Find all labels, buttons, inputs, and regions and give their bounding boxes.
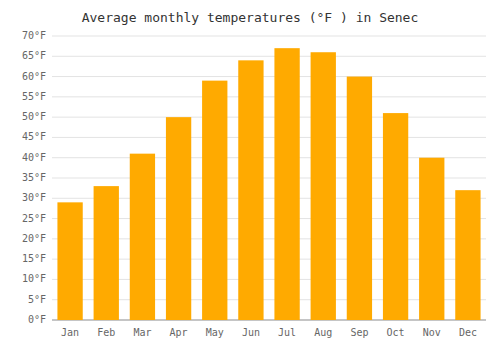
y-tick-label: 60°F <box>22 71 46 82</box>
x-tick-label: Feb <box>97 327 115 338</box>
grid <box>52 36 486 320</box>
title: Average monthly temperatures (°F ) in Se… <box>82 10 419 25</box>
bar <box>238 60 263 320</box>
page: {"chart_data": {"type": "bar", "title": … <box>0 0 500 350</box>
bars <box>57 48 480 320</box>
grid-line <box>52 117 486 118</box>
bar <box>57 202 82 320</box>
x-tick-label: Jun <box>242 327 260 338</box>
x-tick-label: Dec <box>459 327 477 338</box>
bar <box>347 77 372 320</box>
y-tick-label: 70°F <box>22 30 46 41</box>
bar <box>94 186 119 320</box>
bar <box>383 113 408 320</box>
grid-line <box>52 76 486 77</box>
x-tick-label: Mar <box>133 327 151 338</box>
y-tick-label: 0°F <box>28 314 46 325</box>
x-tick-label: Oct <box>387 327 405 338</box>
x-tick-label: Aug <box>314 327 332 338</box>
bar <box>166 117 191 320</box>
bar <box>130 154 155 320</box>
y-tick-label: 35°F <box>22 172 46 183</box>
bar <box>311 52 336 320</box>
y-tick-label: 30°F <box>22 192 46 203</box>
y-tick-label: 15°F <box>22 253 46 264</box>
bar <box>419 158 444 320</box>
x-tick-label: Apr <box>170 327 188 338</box>
y-tick-label: 5°F <box>28 294 46 305</box>
x-tick-label: Jul <box>278 327 296 338</box>
grid-line <box>52 36 486 37</box>
grid-line <box>52 56 486 57</box>
x-tick-label: Jan <box>61 327 79 338</box>
y-tick-label: 25°F <box>22 213 46 224</box>
x-tick-label: Sep <box>350 327 368 338</box>
bar <box>202 81 227 320</box>
y-tick-label: 55°F <box>22 91 46 102</box>
grid-line <box>52 96 486 97</box>
x-tick-label: Nov <box>423 327 441 338</box>
y-tick-label: 40°F <box>22 152 46 163</box>
y-tick-label: 50°F <box>22 111 46 122</box>
bar <box>455 190 480 320</box>
chart: 0°F 5°F 10°F 15°F 20°F 25°F 30°F 35°F 40°F 45°F 50… <box>0 0 500 350</box>
y-tick-label: 65°F <box>22 50 46 61</box>
y-tick-label: 10°F <box>22 273 46 284</box>
axes: 0°F 5°F 10°F 15°F 20°F 25°F 30°F 35°F 40°F 45°F 50… <box>22 30 486 338</box>
y-tick-label: 20°F <box>22 233 46 244</box>
y-tick-label: 45°F <box>22 131 46 142</box>
grid-line <box>52 137 486 138</box>
x-tick-label: May <box>206 327 224 338</box>
bar <box>274 48 299 320</box>
